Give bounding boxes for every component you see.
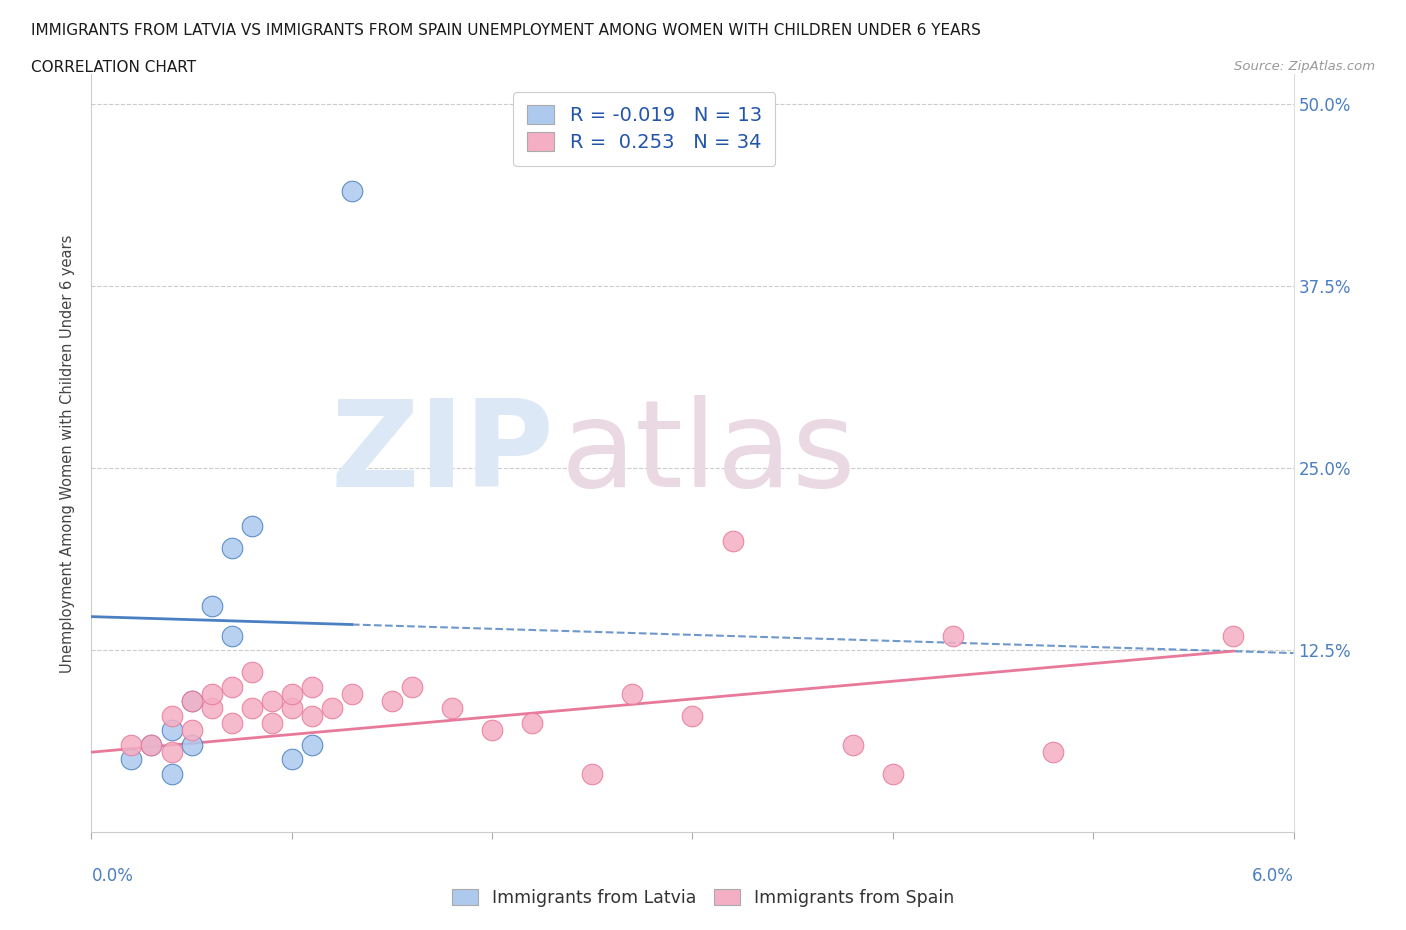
Point xyxy=(260,694,283,709)
Point xyxy=(221,628,243,643)
Point xyxy=(180,723,202,737)
Point xyxy=(520,715,543,730)
Point xyxy=(260,715,283,730)
Point xyxy=(160,745,183,760)
Point xyxy=(882,766,904,781)
Point xyxy=(1222,628,1244,643)
Point xyxy=(681,709,703,724)
Point xyxy=(160,709,183,724)
Point xyxy=(581,766,603,781)
Point xyxy=(321,701,343,716)
Point xyxy=(240,701,263,716)
Point xyxy=(440,701,463,716)
Point xyxy=(180,694,202,709)
Text: 0.0%: 0.0% xyxy=(91,867,134,884)
Text: IMMIGRANTS FROM LATVIA VS IMMIGRANTS FROM SPAIN UNEMPLOYMENT AMONG WOMEN WITH CH: IMMIGRANTS FROM LATVIA VS IMMIGRANTS FRO… xyxy=(31,23,981,38)
Point xyxy=(281,686,304,701)
Text: Source: ZipAtlas.com: Source: ZipAtlas.com xyxy=(1234,60,1375,73)
Point xyxy=(160,766,183,781)
Point xyxy=(240,665,263,680)
Point xyxy=(201,701,224,716)
Point xyxy=(221,715,243,730)
Point xyxy=(180,737,202,752)
Point xyxy=(841,737,863,752)
Point xyxy=(301,709,323,724)
Point xyxy=(121,752,143,767)
Point xyxy=(160,723,183,737)
Point xyxy=(301,679,323,694)
Point xyxy=(340,686,363,701)
Point xyxy=(201,599,224,614)
Point xyxy=(240,519,263,534)
Point xyxy=(401,679,423,694)
Point xyxy=(281,752,304,767)
Point xyxy=(281,701,304,716)
Point xyxy=(221,540,243,555)
Point xyxy=(721,534,744,549)
Y-axis label: Unemployment Among Women with Children Under 6 years: Unemployment Among Women with Children U… xyxy=(60,234,76,672)
Point xyxy=(121,737,143,752)
Point xyxy=(481,723,503,737)
Text: atlas: atlas xyxy=(560,395,856,512)
Point xyxy=(201,686,224,701)
Point xyxy=(221,679,243,694)
Text: 6.0%: 6.0% xyxy=(1251,867,1294,884)
Point xyxy=(621,686,644,701)
Point xyxy=(180,694,202,709)
Point xyxy=(942,628,965,643)
Point xyxy=(1042,745,1064,760)
Text: ZIP: ZIP xyxy=(330,395,554,512)
Point xyxy=(141,737,163,752)
Point xyxy=(141,737,163,752)
Point xyxy=(340,183,363,198)
Text: CORRELATION CHART: CORRELATION CHART xyxy=(31,60,195,75)
Legend: R = -0.019   N = 13, R =  0.253   N = 34: R = -0.019 N = 13, R = 0.253 N = 34 xyxy=(513,92,776,166)
Point xyxy=(381,694,404,709)
Legend: Immigrants from Latvia, Immigrants from Spain: Immigrants from Latvia, Immigrants from … xyxy=(446,882,960,914)
Point xyxy=(301,737,323,752)
